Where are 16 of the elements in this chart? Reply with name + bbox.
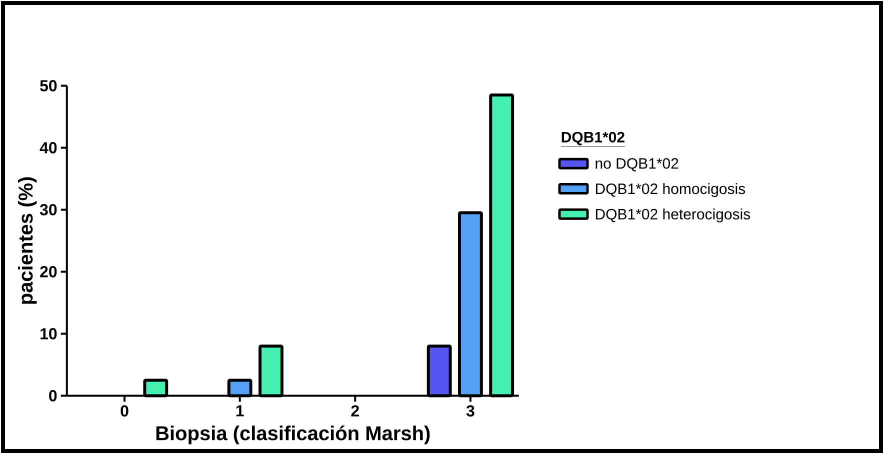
legend-title: DQB1*02 — [562, 132, 624, 146]
x-tick-label: 2 — [351, 405, 359, 416]
y-tick-label: 30 — [40, 204, 57, 216]
legend-label: no DQB1*02 — [596, 158, 678, 172]
y-tick-label: 20 — [40, 266, 57, 278]
y-axis-title: pacientes (%) — [18, 177, 37, 304]
y-tick-label: 50 — [40, 80, 57, 92]
y-tick-label: 10 — [40, 328, 57, 340]
x-axis-title: Biopsia (clasificación Marsh) — [156, 425, 430, 444]
x-tick-label: 3 — [466, 405, 474, 417]
x-tick-label: 1 — [236, 405, 244, 416]
y-tick-label: 40 — [40, 142, 57, 154]
x-tick-label: 0 — [120, 405, 128, 417]
y-tick-label: 0 — [49, 390, 57, 402]
legend-label: DQB1*02 homocigosis — [596, 183, 746, 198]
legend-label: DQB1*02 heterocigosis — [596, 208, 750, 222]
